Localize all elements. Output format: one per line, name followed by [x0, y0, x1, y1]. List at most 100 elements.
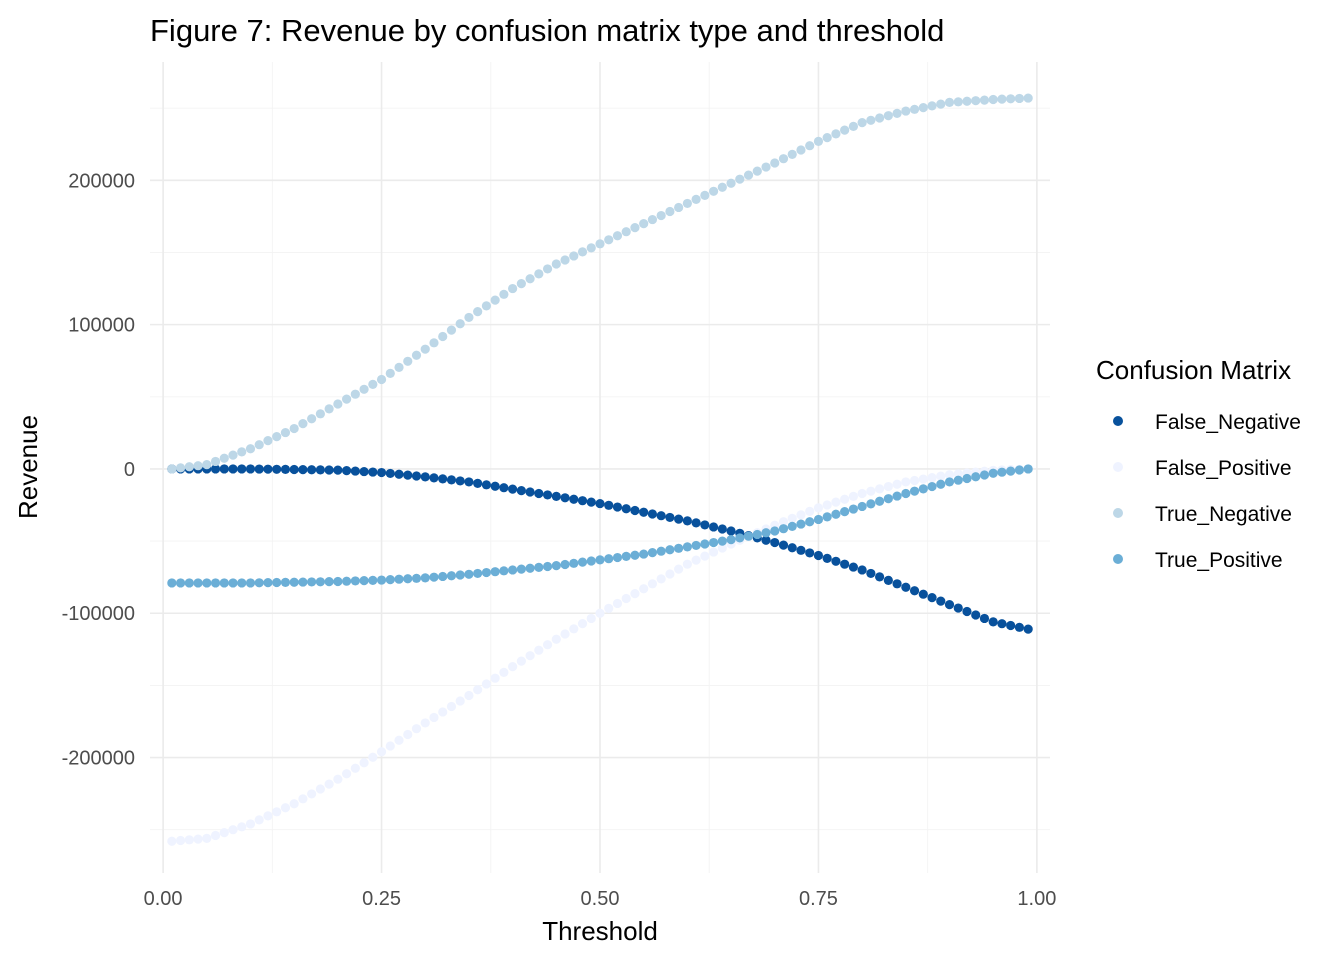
- data-point: [1014, 93, 1025, 104]
- data-point: [909, 586, 920, 596]
- data-point: [219, 453, 229, 463]
- data-point: [254, 815, 264, 825]
- data-point: [892, 579, 902, 589]
- data-point: [324, 577, 334, 587]
- data-point: [394, 735, 404, 745]
- data-point: [525, 274, 535, 284]
- data-point: [586, 613, 596, 624]
- data-point: [778, 517, 789, 527]
- data-point: [604, 500, 614, 510]
- data-point: [927, 481, 937, 492]
- data-point: [202, 578, 212, 588]
- legend-label: True_Positive: [1155, 549, 1283, 572]
- data-point: [542, 561, 553, 572]
- chart-title: Figure 7: Revenue by confusion matrix ty…: [150, 13, 944, 48]
- data-point: [560, 493, 570, 503]
- data-point: [805, 141, 815, 151]
- data-point: [656, 210, 666, 221]
- data-point: [621, 551, 631, 561]
- data-point: [1023, 624, 1033, 634]
- data-point: [936, 99, 946, 109]
- data-point: [490, 481, 500, 491]
- data-point: [263, 578, 273, 588]
- data-point: [237, 447, 247, 457]
- data-point: [175, 835, 186, 846]
- data-point: [420, 472, 430, 482]
- data-point: [455, 696, 465, 706]
- data-point: [674, 514, 684, 524]
- data-point: [490, 295, 500, 305]
- data-point: [787, 521, 797, 531]
- data-point: [971, 96, 981, 106]
- data-point: [708, 547, 719, 557]
- data-point: [831, 497, 841, 507]
- data-point: [901, 582, 911, 592]
- data-point: [481, 301, 492, 311]
- x-axis-ticks: 0.00 0.25 0.50 0.75 1.00: [144, 888, 1057, 910]
- data-point: [263, 811, 273, 821]
- data-point: [595, 555, 605, 565]
- data-point: [944, 97, 955, 108]
- x-tick-label: 0.50: [581, 888, 620, 910]
- x-tick-label: 0.00: [144, 888, 183, 910]
- data-point: [962, 606, 972, 617]
- data-point: [175, 463, 186, 473]
- data-point: [167, 836, 177, 846]
- data-point: [569, 494, 579, 504]
- data-point: [735, 174, 745, 184]
- data-point: [630, 505, 640, 516]
- data-point: [577, 247, 588, 257]
- data-point: [473, 685, 483, 695]
- data-point: [708, 186, 719, 196]
- data-point: [979, 470, 990, 480]
- data-point: [333, 774, 343, 784]
- data-point: [840, 507, 850, 517]
- data-point: [228, 825, 238, 835]
- data-point: [953, 469, 963, 479]
- data-point: [787, 149, 797, 159]
- data-point: [927, 101, 937, 111]
- data-point: [796, 510, 806, 520]
- data-point: [883, 481, 893, 492]
- data-point: [735, 533, 745, 543]
- data-point: [743, 531, 754, 541]
- data-point: [464, 569, 474, 579]
- data-point: [403, 729, 413, 740]
- data-point: [866, 499, 876, 509]
- data-point: [936, 479, 946, 489]
- data-point: [778, 524, 789, 534]
- data-point: [324, 404, 334, 414]
- data-point: [202, 460, 212, 470]
- data-point: [988, 617, 998, 627]
- data-point: [490, 673, 500, 683]
- legend-key: [1113, 462, 1123, 472]
- data-point: [333, 465, 343, 475]
- data-point: [542, 640, 553, 650]
- data-point: [621, 593, 631, 604]
- data-point: [228, 578, 238, 588]
- data-point: [455, 476, 465, 486]
- data-point: [473, 307, 483, 317]
- data-point: [796, 545, 806, 555]
- data-point: [848, 121, 859, 131]
- data-point: [892, 491, 902, 501]
- legend-items: False_Negative False_Positive True_Negativ…: [1113, 411, 1301, 572]
- data-point: [936, 596, 946, 606]
- data-point: [630, 589, 640, 599]
- data-point: [586, 497, 596, 507]
- data-point: [770, 158, 780, 168]
- data-point: [787, 513, 797, 523]
- legend-key: [1113, 416, 1123, 426]
- data-point: [359, 576, 369, 586]
- data-point: [516, 485, 526, 496]
- data-point: [315, 784, 325, 794]
- data-point: [901, 488, 911, 499]
- data-point: [237, 822, 247, 832]
- data-point: [682, 198, 692, 209]
- plot-points: [167, 93, 1033, 846]
- data-point: [875, 113, 885, 123]
- data-point: [927, 473, 937, 483]
- data-point: [508, 484, 518, 494]
- data-point: [577, 496, 588, 506]
- data-point: [193, 834, 203, 844]
